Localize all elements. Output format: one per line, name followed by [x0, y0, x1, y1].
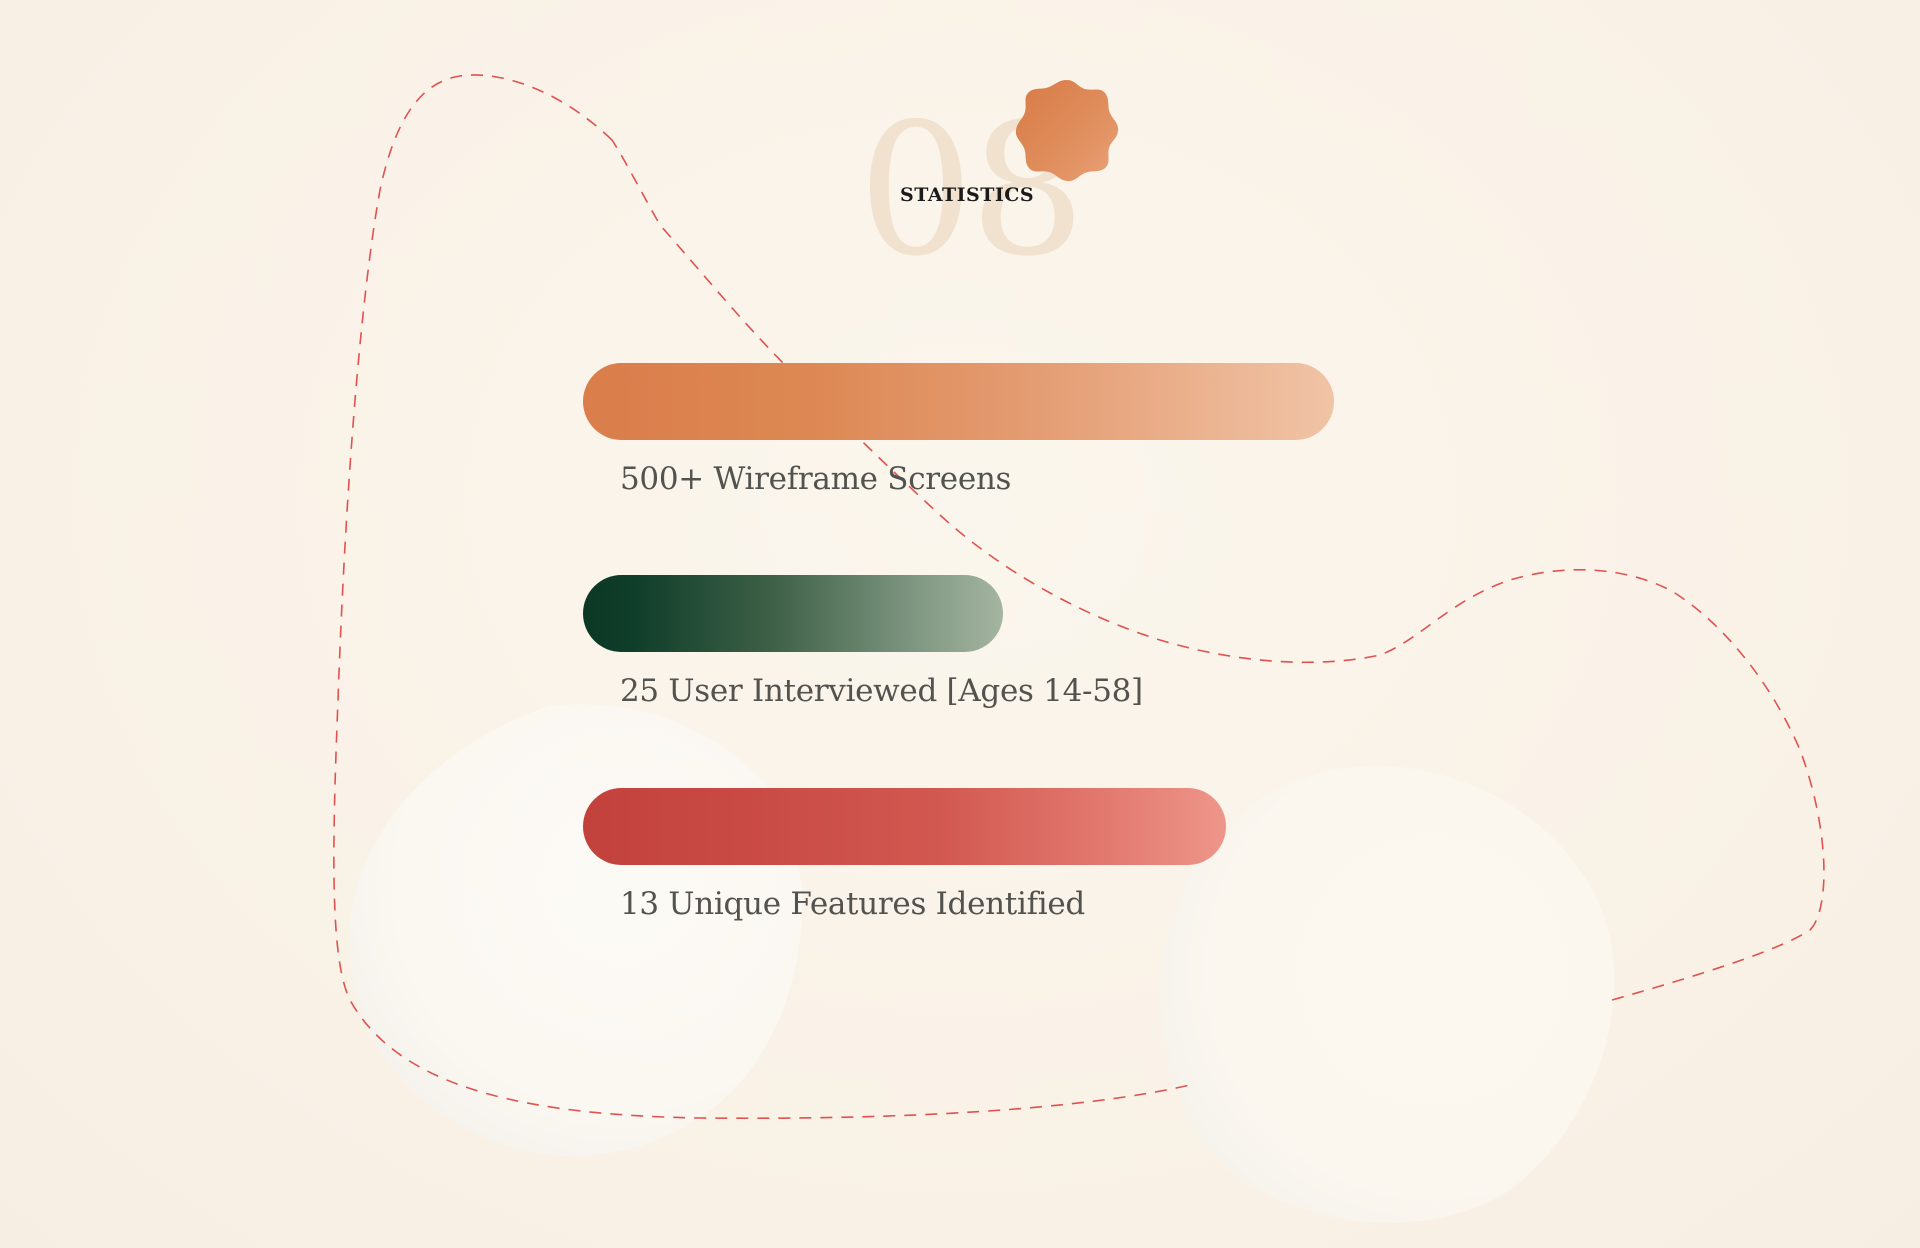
wavy-badge-icon — [1015, 80, 1119, 182]
section-title: STATISTICS — [900, 184, 1035, 206]
stat-label-interviews: 25 User Interviewed [Ages 14-58] — [620, 673, 1143, 709]
stat-bar-interviews — [583, 575, 1003, 652]
stat-bar-features — [583, 788, 1226, 865]
right-blob-shape — [1160, 765, 1615, 1223]
left-blob-shape — [348, 704, 803, 1157]
stat-label-wireframes: 500+ Wireframe Screens — [620, 461, 1012, 497]
stat-label-features: 13 Unique Features Identified — [620, 886, 1085, 922]
stat-bar-wireframes — [583, 363, 1334, 440]
